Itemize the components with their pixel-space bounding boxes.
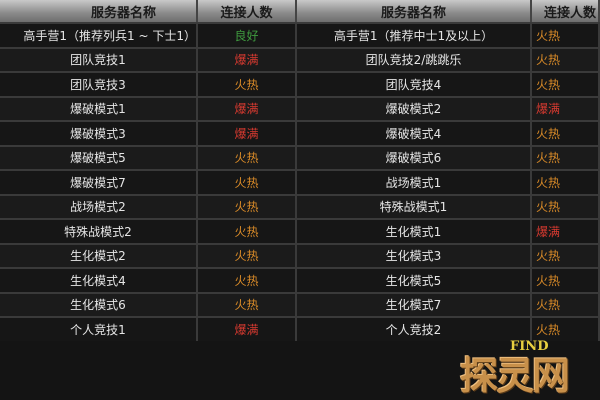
server-name: 生化模式1: [297, 220, 532, 243]
server-name: 生化模式5: [297, 269, 532, 292]
server-name: 生化模式4: [0, 269, 198, 292]
server-name: 爆破模式1: [0, 97, 198, 120]
server-name: 特殊战模式1: [297, 195, 532, 218]
server-name: 爆破模式3: [0, 122, 198, 145]
server-name: 生化模式3: [297, 244, 532, 267]
connection-status: 火热: [532, 24, 600, 47]
table-row[interactable]: 战场模式2 火热 特殊战模式1 火热: [0, 193, 600, 218]
server-name: 爆破模式5: [0, 146, 198, 169]
server-name: 爆破模式4: [297, 122, 532, 145]
table-header: 服务器名称 连接人数 服务器名称 连接人数: [0, 0, 600, 22]
watermark-text: 探灵网: [460, 354, 570, 398]
connection-status: 火热: [532, 122, 600, 145]
server-name: 高手营1（推荐列兵1 ~ 下士1）: [0, 24, 198, 47]
connection-status: 良好: [198, 24, 297, 47]
connection-status: 火热: [198, 220, 297, 243]
connection-status: 火热: [198, 293, 297, 316]
connection-status: 爆满: [198, 97, 297, 120]
server-name: 团队竞技2/跳跳乐: [297, 48, 532, 71]
connection-status: 火热: [532, 171, 600, 194]
table-row[interactable]: 爆破模式7 火热 战场模式1 火热: [0, 169, 600, 194]
connection-status: 火热: [532, 195, 600, 218]
connection-status: 火热: [198, 146, 297, 169]
server-name: 生化模式6: [0, 293, 198, 316]
server-name: 爆破模式2: [297, 97, 532, 120]
server-name: 个人竞技1: [0, 318, 198, 341]
table-row[interactable]: 爆破模式1 爆满 爆破模式2 爆满: [0, 95, 600, 120]
connection-status: 火热: [532, 73, 600, 96]
server-name: 团队竞技1: [0, 48, 198, 71]
connection-status: 火热: [198, 171, 297, 194]
header-connections: 连接人数: [198, 0, 297, 22]
header-connections-right: 连接人数: [532, 0, 600, 22]
table-row[interactable]: 爆破模式5 火热 爆破模式6 火热: [0, 144, 600, 169]
header-server-name: 服务器名称: [0, 0, 198, 22]
connection-status: 火热: [532, 244, 600, 267]
table-row[interactable]: 个人竞技1 爆满 个人竞技2 火热: [0, 316, 600, 341]
connection-status: 火热: [532, 293, 600, 316]
connection-status: 火热: [198, 73, 297, 96]
connection-status: 火热: [532, 269, 600, 292]
server-name: 高手营1（推荐中士1及以上）: [297, 24, 532, 47]
server-name: 战场模式2: [0, 195, 198, 218]
table-row[interactable]: 生化模式4 火热 生化模式5 火热: [0, 267, 600, 292]
table-row[interactable]: 高手营1（推荐列兵1 ~ 下士1） 良好 高手营1（推荐中士1及以上） 火热: [0, 22, 600, 47]
table-row[interactable]: 团队竞技3 火热 团队竞技4 火热: [0, 71, 600, 96]
table-row[interactable]: 爆破模式3 爆满 爆破模式4 火热: [0, 120, 600, 145]
connection-status: 爆满: [198, 48, 297, 71]
server-name: 生化模式2: [0, 244, 198, 267]
connection-status: 爆满: [198, 122, 297, 145]
connection-status: 火热: [198, 269, 297, 292]
watermark-logo: FIND 探灵网: [460, 339, 600, 400]
table-row[interactable]: 特殊战模式2 火热 生化模式1 爆满: [0, 218, 600, 243]
server-table: 服务器名称 连接人数 服务器名称 连接人数 高手营1（推荐列兵1 ~ 下士1）良…: [0, 0, 600, 341]
connection-status: 爆满: [532, 220, 600, 243]
connection-status: 爆满: [198, 318, 297, 341]
connection-status: 爆满: [532, 97, 600, 120]
server-name: 团队竞技4: [297, 73, 532, 96]
table-row[interactable]: 团队竞技1 爆满 团队竞技2/跳跳乐 火热: [0, 46, 600, 71]
server-name: 特殊战模式2: [0, 220, 198, 243]
server-name: 生化模式7: [297, 293, 532, 316]
server-name: 个人竞技2: [297, 318, 532, 341]
table-row[interactable]: 生化模式6 火热 生化模式7 火热: [0, 291, 600, 316]
table-row[interactable]: 生化模式2 火热 生化模式3 火热: [0, 242, 600, 267]
server-name: 爆破模式6: [297, 146, 532, 169]
server-name: 战场模式1: [297, 171, 532, 194]
connection-status: 火热: [198, 195, 297, 218]
watermark-find: FIND: [510, 339, 549, 354]
connection-status: 火热: [198, 244, 297, 267]
connection-status: 火热: [532, 48, 600, 71]
connection-status: 火热: [532, 146, 600, 169]
header-server-name-right: 服务器名称: [297, 0, 532, 22]
server-name: 爆破模式7: [0, 171, 198, 194]
server-name: 团队竞技3: [0, 73, 198, 96]
connection-status: 火热: [532, 318, 600, 341]
